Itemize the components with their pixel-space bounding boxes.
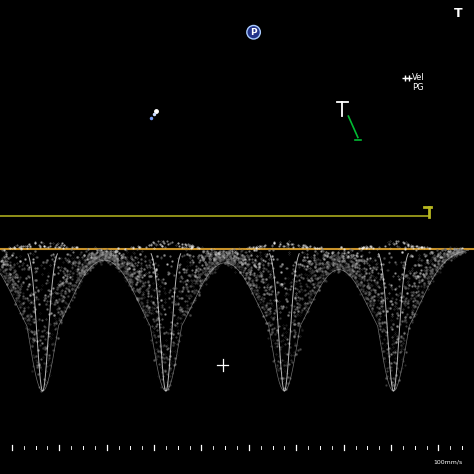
Text: 100mm/s: 100mm/s [433,459,462,465]
Text: T: T [454,7,462,20]
Text: P: P [250,28,257,36]
Text: PG: PG [412,83,424,92]
Text: Vel: Vel [412,73,425,82]
